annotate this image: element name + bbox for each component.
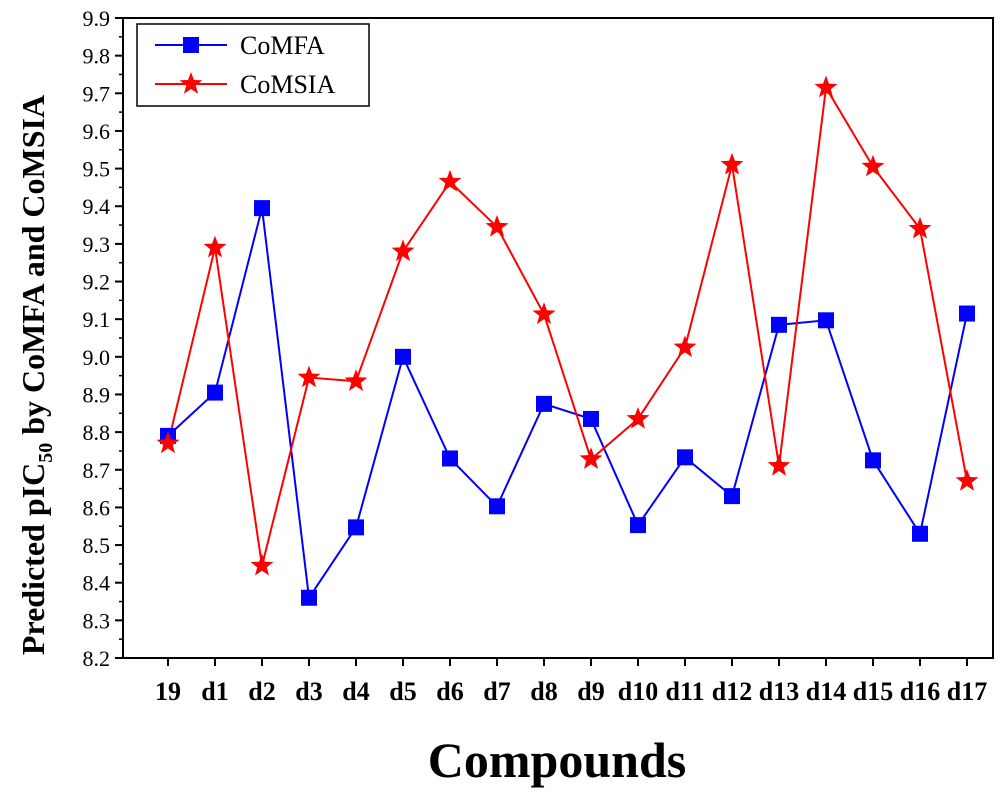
legend-marker-comfa: [183, 37, 199, 53]
point-comsia: [532, 302, 556, 324]
y-tick-label: 9.1: [83, 307, 111, 332]
x-tick-label: 19: [155, 677, 181, 706]
x-tick-label: d10: [618, 677, 658, 706]
point-comsia: [767, 454, 791, 476]
point-comfa: [207, 384, 223, 401]
legend-label-comsia: CoMSIA: [240, 70, 336, 99]
point-comsia: [673, 335, 697, 358]
point-comsia: [579, 447, 603, 469]
point-comsia: [908, 216, 932, 239]
point-comsia: [203, 235, 227, 258]
point-comfa: [254, 200, 270, 217]
x-tick-label: d7: [483, 677, 510, 706]
point-comfa: [442, 450, 458, 467]
legend-marker-comsia: [179, 72, 203, 94]
y-tick-label: 8.7: [83, 458, 111, 483]
point-comsia: [485, 214, 509, 237]
x-tick-label: d8: [530, 677, 557, 706]
y-tick-label: 9.7: [83, 81, 111, 106]
x-tick-label: d14: [806, 677, 846, 706]
y-tick-label: 9.6: [83, 119, 111, 144]
point-comfa: [301, 589, 317, 606]
y-axis-title-prefix: Predicted pIC: [15, 463, 51, 655]
point-comsia: [156, 431, 180, 454]
x-tick-label: d4: [342, 677, 369, 706]
point-comsia: [861, 154, 885, 177]
x-tick-label: d1: [201, 677, 228, 706]
y-axis: 8.2 8.3 8.4 8.5 8.6 8.7 8.8 8.9 9.0 9.1 9.2 9.3 9.4 9…: [83, 6, 123, 671]
y-tick-label: 8.4: [83, 571, 111, 596]
point-comsia: [391, 239, 415, 262]
series-line-comsia: [167, 84, 968, 567]
point-comsia: [955, 469, 979, 491]
x-axis: 19 d1 d2 d3 d4 d5 d6 d7 d8 d9 d10 d11 d12 d13 d14 d15 d1…: [155, 658, 987, 706]
legend-box: [136, 23, 370, 107]
y-tick-label: 8.9: [83, 382, 111, 407]
y-tick-label: 9.9: [83, 6, 111, 31]
legend: CoMFA CoMSIA: [136, 23, 370, 107]
series-line-comfa: [167, 207, 968, 601]
x-tick-label: d17: [947, 677, 987, 706]
y-tick-label: 8.2: [83, 646, 111, 671]
y-tick-label: 9.8: [83, 44, 111, 69]
x-tick-label: d12: [712, 677, 752, 706]
x-tick-label: d3: [295, 677, 322, 706]
point-comsia: [297, 365, 321, 388]
x-tick-label: d5: [389, 677, 416, 706]
y-axis-title-suffix: by CoMFA and CoMSIA: [15, 95, 51, 443]
point-comfa: [677, 449, 693, 466]
y-tick-label: 8.6: [83, 495, 111, 520]
point-comfa: [724, 488, 740, 505]
y-tick-label: 9.5: [83, 157, 111, 182]
legend-star-shape: [179, 72, 203, 94]
x-tick-label: d6: [436, 677, 463, 706]
point-comsia: [250, 553, 274, 576]
y-axis-title-subscript: 50: [35, 443, 57, 463]
y-tick-label: 9.0: [83, 345, 111, 370]
point-comfa: [583, 410, 599, 427]
legend-label-comfa: CoMFA: [240, 31, 325, 60]
point-comfa: [912, 525, 928, 542]
y-tick-label: 8.8: [83, 420, 111, 445]
point-comfa: [348, 519, 364, 536]
point-comsia: [814, 75, 838, 98]
x-tick-label: d15: [853, 677, 893, 706]
point-comfa: [818, 312, 834, 329]
y-tick-label: 9.2: [83, 270, 111, 295]
y-tick-label: 9.4: [83, 194, 111, 219]
point-comfa: [865, 452, 881, 469]
x-tick-label: d11: [665, 677, 704, 706]
x-tick-label: d2: [248, 677, 275, 706]
point-comfa: [395, 348, 411, 365]
y-tick-label: 9.3: [83, 232, 111, 257]
point-comfa: [771, 316, 787, 333]
point-comsia: [438, 169, 462, 192]
x-tick-label: d9: [577, 677, 604, 706]
x-axis-title: Compounds: [428, 732, 686, 788]
point-comsia: [344, 369, 368, 391]
point-comsia: [720, 152, 744, 175]
y-tick-label: 8.5: [83, 533, 111, 558]
x-tick-label: d16: [900, 677, 940, 706]
point-comfa: [536, 395, 552, 412]
point-comfa: [489, 498, 505, 515]
point-comfa: [630, 517, 646, 534]
series-layer: [156, 75, 979, 606]
y-tick-label: 8.3: [83, 608, 111, 633]
x-tick-label: d13: [759, 677, 799, 706]
point-comsia: [626, 406, 650, 429]
point-comfa: [959, 305, 975, 322]
y-axis-title: Predicted pIC50 by CoMFA and CoMSIA: [15, 95, 57, 655]
